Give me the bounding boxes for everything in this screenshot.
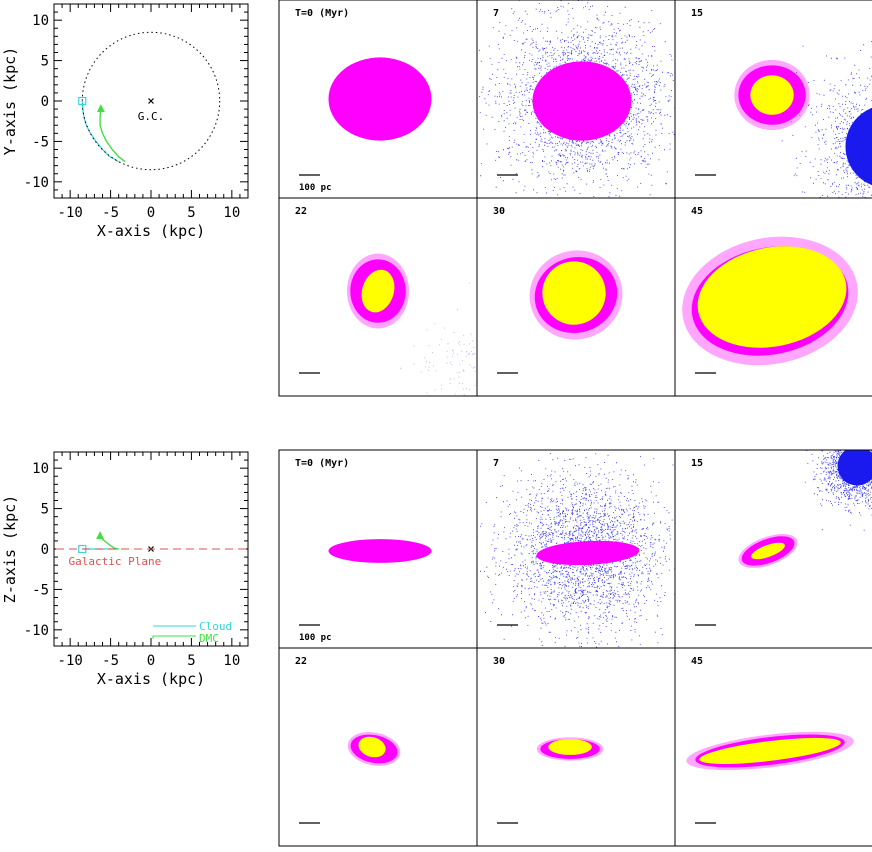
galactic-plane-label: Galactic Plane bbox=[69, 555, 162, 568]
panel-frame bbox=[674, 647, 872, 847]
x-tick-label: 5 bbox=[187, 205, 195, 221]
panel-time-label: 15 bbox=[691, 458, 703, 469]
snapshot-panel-t0: T=0 (Myr) 100 pc bbox=[278, 0, 478, 199]
x-tick-label: 5 bbox=[187, 653, 195, 669]
y-axis-label: Z-axis (kpc) bbox=[1, 495, 19, 603]
y-tick-label: 5 bbox=[41, 54, 49, 70]
y-tick-label: 10 bbox=[32, 13, 49, 29]
gas-cloud bbox=[328, 57, 432, 141]
snapshot-panel-t22: 22 bbox=[278, 197, 478, 397]
panel-time-label: 7 bbox=[493, 458, 499, 469]
cloud-orbit-line bbox=[81, 100, 119, 163]
y-tick-label: -10 bbox=[24, 175, 49, 191]
panel-time-label: 30 bbox=[493, 206, 505, 217]
snapshot-panel-t15: 15 bbox=[674, 0, 872, 199]
snapshot-panel-t30: 30 bbox=[476, 647, 676, 847]
dmc-orbit-line bbox=[99, 109, 126, 163]
y-tick-label: 5 bbox=[41, 502, 49, 518]
panel-time-label: 7 bbox=[493, 8, 499, 19]
galactic-center-marker bbox=[148, 98, 154, 104]
panel-time-label: T=0 (Myr) bbox=[295, 458, 349, 469]
star-cluster bbox=[697, 246, 847, 348]
snapshot-panel-t7: 7 bbox=[476, 449, 676, 649]
dmc-dense-core bbox=[845, 107, 872, 186]
panel-frame bbox=[674, 197, 872, 397]
dmc-particle-field bbox=[804, 450, 872, 531]
snapshot-grid-face-on: T=0 (Myr) 100 pc 7 15 22 30 45 bbox=[278, 0, 872, 397]
scale-bar-label: 100 pc bbox=[299, 633, 332, 643]
orbit-plot-xz: -10 -5 0 5 10 10 5 0 -5 -10 X-axis (kpc) Z-axis (kp… bbox=[1, 451, 249, 688]
panel-time-label: 45 bbox=[691, 656, 703, 667]
snapshot-panel-t45: 45 bbox=[674, 647, 872, 847]
solar-circle bbox=[81, 31, 221, 171]
snapshot-panel-t0: T=0 (Myr) 100 pc bbox=[278, 449, 478, 649]
orbit-plot-xy: -10 -5 0 5 10 10 5 0 -5 -10 X-axis (kpc) Y-axis (kp… bbox=[1, 3, 249, 240]
y-tick-label: 0 bbox=[41, 542, 49, 558]
star-cluster bbox=[358, 736, 386, 758]
x-tick-label: 0 bbox=[147, 205, 155, 221]
dmc-start-marker bbox=[96, 531, 105, 540]
x-tick-label: -10 bbox=[58, 205, 83, 221]
dmc-start-marker bbox=[96, 104, 105, 113]
legend-cloud-label: Cloud bbox=[199, 620, 232, 633]
dmc-particles bbox=[779, 41, 872, 198]
x-axis-label: X-axis (kpc) bbox=[97, 670, 205, 688]
panel-time-label: 45 bbox=[691, 206, 703, 217]
star-cluster bbox=[750, 75, 794, 115]
x-tick-label: -5 bbox=[102, 653, 119, 669]
panel-time-label: 30 bbox=[493, 656, 505, 667]
snapshot-panel-t30: 30 bbox=[476, 197, 676, 397]
x-tick-label: -10 bbox=[58, 653, 83, 669]
gas-cloud bbox=[328, 539, 432, 563]
star-cluster bbox=[361, 269, 395, 313]
gas-cloud bbox=[536, 540, 640, 566]
panel-time-label: 15 bbox=[691, 8, 703, 19]
x-axis-label: X-axis (kpc) bbox=[97, 222, 205, 240]
legend-dmc-swatch bbox=[152, 635, 196, 639]
x-tick-label: 10 bbox=[223, 653, 240, 669]
star-cluster bbox=[751, 542, 785, 560]
star-cluster bbox=[699, 737, 841, 764]
x-tick-label: -5 bbox=[102, 205, 119, 221]
scale-bar-label: 100 pc bbox=[299, 183, 332, 193]
gas-cloud bbox=[532, 61, 632, 141]
snapshot-grid-edge-on: T=0 (Myr) 100 pc 7 15 22 30 45 bbox=[278, 449, 872, 847]
y-tick-label: -10 bbox=[24, 623, 49, 639]
dmc-particles bbox=[804, 450, 872, 531]
snapshot-panel-t15: 15 bbox=[674, 449, 872, 649]
x-tick-label: 10 bbox=[223, 205, 240, 221]
panel-time-label: 22 bbox=[295, 656, 307, 667]
snapshot-panel-t45: 45 bbox=[674, 197, 872, 397]
cloud-start-marker bbox=[78, 96, 87, 106]
panel-time-label: 22 bbox=[295, 206, 307, 217]
star-cluster bbox=[542, 261, 606, 325]
y-tick-label: -5 bbox=[32, 134, 49, 150]
star-cluster bbox=[548, 739, 592, 755]
gc-annotation: G.C. bbox=[138, 110, 165, 123]
panel-time-label: T=0 (Myr) bbox=[295, 8, 349, 19]
y-tick-label: 0 bbox=[41, 94, 49, 110]
y-tick-label: 10 bbox=[32, 461, 49, 477]
x-tick-label: 0 bbox=[147, 653, 155, 669]
y-tick-label: -5 bbox=[32, 582, 49, 598]
dmc-dense-core bbox=[837, 450, 872, 486]
snapshot-panel-t22: 22 bbox=[278, 647, 478, 847]
legend-dmc-label: DMC bbox=[199, 632, 219, 645]
y-axis-label: Y-axis (kpc) bbox=[1, 47, 19, 155]
